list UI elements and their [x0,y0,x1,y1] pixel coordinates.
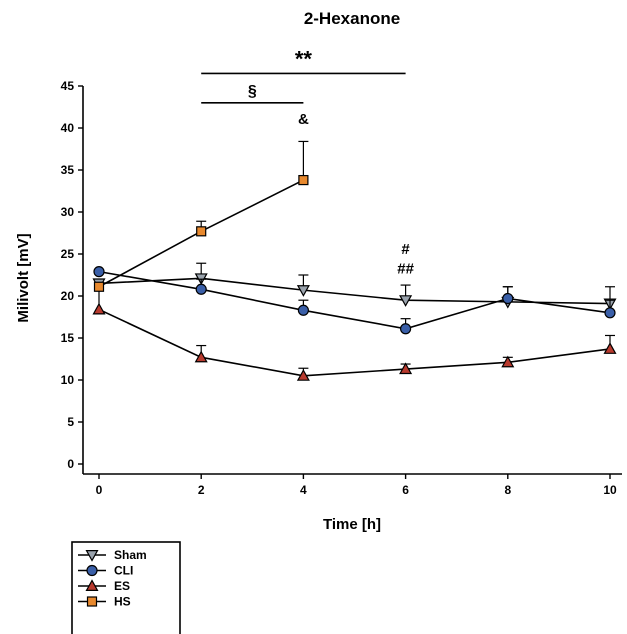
legend-marker-hs [86,596,98,607]
point-cli [93,266,105,278]
y-tick-label: 35 [61,163,75,177]
y-tick-label: 5 [67,415,74,429]
point-hs [196,226,207,237]
annotations: **§&### [201,46,415,277]
legend-label-es: ES [114,579,130,593]
x-tick-label: 10 [603,483,617,497]
y-tick-label: 10 [61,373,75,387]
point-sham [296,285,310,297]
point-es [194,350,208,363]
legend-marker-cli [86,564,98,577]
y-axis-label: Milivolt [mV] [15,233,32,322]
y-tick-label: 25 [61,247,75,261]
significance-mark: & [298,111,309,128]
legend-label-cli: CLI [114,564,133,578]
line-sham [98,277,611,305]
x-tick-label: 0 [96,483,103,497]
point-es [501,355,515,368]
y-tick-label: 30 [61,205,75,219]
x-tick-label: 6 [402,483,409,497]
x-tick-label: 2 [198,483,205,497]
point-es [92,302,106,315]
x-tick-label: 8 [504,483,511,497]
point-hs [93,281,105,292]
y-tick-label: 20 [61,289,75,303]
y-tick-label: 0 [67,457,74,471]
y-tick-label: 40 [61,121,75,135]
significance-mark: ## [397,260,414,277]
point-cli [502,292,514,305]
legend-label-hs: HS [114,595,131,609]
point-es [296,369,310,381]
point-hs [298,174,309,186]
axes: 0 5 10 15 20 25 30 35 40 45 0 2 4 6 8 10 [61,79,622,497]
chart-title: 2-Hexanone [304,9,400,28]
line-cli [98,270,611,330]
line-es [98,308,611,377]
y-tick-label: 15 [61,331,75,345]
point-cli [604,307,616,319]
x-axis-label: Time [h] [323,516,381,533]
series-hs [93,140,309,292]
legend-marker-es [85,579,99,592]
series-cli [93,266,616,335]
point-sham [399,295,413,307]
point-es [399,362,413,375]
series-layer [92,140,617,381]
point-cli [297,304,309,316]
significance-label: ** [295,46,313,71]
legend-label-sham: Sham [114,548,147,562]
significance-label: § [248,83,257,100]
y-tick-label: 45 [61,79,75,93]
series-es [92,288,617,381]
legend-marker-sham [85,549,99,562]
point-es [603,342,617,354]
point-cli [195,283,207,295]
x-tick-label: 4 [300,483,307,497]
point-cli [400,323,412,335]
significance-mark: # [401,241,410,258]
